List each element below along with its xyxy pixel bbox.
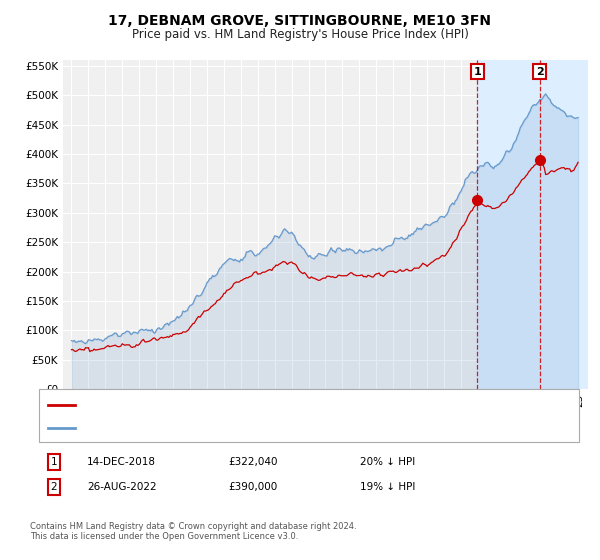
Text: 20% ↓ HPI: 20% ↓ HPI xyxy=(360,457,415,467)
Text: 19% ↓ HPI: 19% ↓ HPI xyxy=(360,482,415,492)
Text: 26-AUG-2022: 26-AUG-2022 xyxy=(87,482,157,492)
Text: 2: 2 xyxy=(536,67,544,77)
Text: HPI: Average price, detached house, Swale: HPI: Average price, detached house, Swal… xyxy=(81,423,305,433)
Text: Price paid vs. HM Land Registry's House Price Index (HPI): Price paid vs. HM Land Registry's House … xyxy=(131,28,469,41)
Text: £390,000: £390,000 xyxy=(228,482,277,492)
Text: 2: 2 xyxy=(50,482,58,492)
Text: £322,040: £322,040 xyxy=(228,457,277,467)
Text: 1: 1 xyxy=(473,67,481,77)
Text: 1: 1 xyxy=(50,457,58,467)
Bar xyxy=(477,60,588,389)
Text: Contains HM Land Registry data © Crown copyright and database right 2024.
This d: Contains HM Land Registry data © Crown c… xyxy=(30,522,356,542)
Text: 14-DEC-2018: 14-DEC-2018 xyxy=(87,457,156,467)
Text: 17, DEBNAM GROVE, SITTINGBOURNE, ME10 3FN: 17, DEBNAM GROVE, SITTINGBOURNE, ME10 3F… xyxy=(109,14,491,28)
Text: 17, DEBNAM GROVE, SITTINGBOURNE, ME10 3FN (detached house): 17, DEBNAM GROVE, SITTINGBOURNE, ME10 3F… xyxy=(81,400,431,410)
